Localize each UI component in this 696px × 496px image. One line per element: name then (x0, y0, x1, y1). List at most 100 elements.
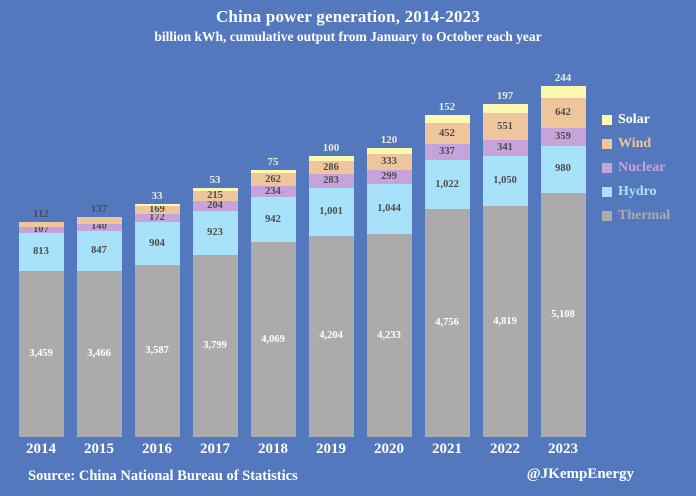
segment-value-label: 286 (323, 161, 339, 173)
segment-value-label: 4,756 (435, 316, 459, 328)
legend-item-solar: Solar (602, 113, 670, 127)
bar-segment-2019-nuclear: 283 (308, 174, 354, 188)
bar-segment-2015-wind (76, 217, 122, 224)
stacked-bar-2019: 4,204 1,001 283 286 100 (308, 142, 354, 437)
bar-segment-2022-wind: 551 (482, 113, 528, 140)
above-bar-value-label: 137 (90, 203, 108, 216)
stacked-bar-2022: 4,819 1,050 341 551 197 (482, 90, 528, 437)
bar-segment-2014-thermal: 3,459 (18, 271, 64, 437)
segment-value-label: 5,108 (551, 308, 575, 320)
bar-column-2021: 4,756 1,022 337 452 152 (418, 86, 476, 437)
legend-swatch-hydro (602, 187, 612, 197)
segment-value-label: 215 (207, 189, 223, 201)
segment-value-label: 942 (265, 213, 281, 225)
legend-label-wind: Wind (618, 136, 652, 151)
segment-value-label: 283 (323, 174, 339, 186)
chart-subtitle: billion kWh, cumulative output from Janu… (154, 29, 542, 44)
stacked-bar-2015: 3,466 847 140 137 (76, 204, 122, 437)
bar-column-2023: 5,108 980 359 642 244 (534, 73, 592, 437)
bar-segment-2021-nuclear: 337 (424, 144, 470, 161)
segment-value-label: 341 (497, 141, 513, 153)
source-note: Source: China National Bureau of Statist… (28, 468, 298, 484)
segment-value-label: 452 (439, 127, 455, 139)
segment-value-label: 4,233 (377, 329, 401, 341)
bar-segment-2021-wind: 452 (424, 122, 470, 145)
segment-value-label: 1,044 (377, 203, 401, 215)
bar-segment-2018-hydro: 942 (250, 197, 296, 243)
legend-label-solar: Solar (618, 112, 650, 127)
year-label-2020: 2020 (374, 441, 404, 457)
bar-segment-2022-hydro: 1,050 (482, 156, 528, 207)
bar-segment-2016-hydro: 904 (134, 222, 180, 266)
legend-swatch-nuclear (602, 163, 612, 173)
legend-swatch-thermal (602, 211, 612, 221)
above-bar-value-label: 112 (33, 208, 49, 221)
bar-segment-2019-wind: 286 (308, 160, 354, 175)
legend-label-hydro: Hydro (618, 184, 657, 199)
legend-label-nuclear: Nuclear (618, 160, 666, 175)
bar-column-2014: 3,459 813 107 112 (12, 86, 70, 437)
bar-segment-2023-hydro: 980 (540, 145, 586, 193)
above-bar-value-label: 75 (267, 155, 279, 168)
bar-segment-2018-solar (250, 169, 296, 174)
legend-swatch-solar (602, 115, 612, 125)
bar-segment-2017-thermal: 3,799 (192, 255, 238, 437)
chart-title: China power generation, 2014-2023 (215, 7, 481, 26)
year-label-2017: 2017 (200, 441, 230, 457)
bar-segment-2021-hydro: 1,022 (424, 160, 470, 210)
above-bar-value-label: 120 (380, 134, 398, 147)
legend-item-hydro: Hydro (602, 185, 670, 199)
segment-value-label: 234 (265, 185, 281, 197)
segment-value-label: 4,069 (261, 333, 285, 345)
segment-value-label: 169 (149, 203, 165, 215)
bar-segment-2023-nuclear: 359 (540, 128, 586, 146)
bar-column-2020: 4,233 1,044 299 333 120 (360, 86, 418, 437)
plot-area: 3,459 813 107 112 3,466 847 140 137 3,587 904 172 1… (12, 73, 592, 437)
segment-value-label: 847 (91, 244, 107, 256)
segment-value-label: 904 (149, 237, 165, 249)
segment-value-label: 172 (149, 211, 165, 223)
legend-swatch-wind (602, 139, 612, 149)
bar-column-2016: 3,587 904 172 169 33 (128, 86, 186, 437)
segment-value-label: 333 (381, 155, 397, 167)
bar-segment-2018-nuclear: 234 (250, 185, 296, 198)
bar-segment-2022-thermal: 4,819 (482, 206, 528, 437)
stacked-bar-2021: 4,756 1,022 337 452 152 (424, 102, 470, 437)
attribution-handle: @JKempEnergy (526, 466, 634, 482)
bar-segment-2017-solar (192, 188, 238, 191)
segment-value-label: 1,022 (435, 178, 459, 190)
segment-value-label: 3,459 (29, 347, 53, 359)
segment-value-label: 551 (497, 120, 513, 132)
segment-value-label: 3,799 (203, 339, 227, 351)
bar-segment-2015-thermal: 3,466 (76, 271, 122, 437)
segment-value-label: 337 (439, 146, 455, 158)
bar-segment-2021-thermal: 4,756 (424, 209, 470, 437)
bar-segment-2020-nuclear: 299 (366, 170, 412, 185)
segment-value-label: 4,819 (493, 315, 517, 327)
bar-segment-2019-solar (308, 155, 354, 161)
year-label-2016: 2016 (142, 441, 172, 457)
bar-column-2018: 4,069 942 234 262 75 (244, 86, 302, 437)
stacked-bar-2023: 5,108 980 359 642 244 (540, 73, 586, 437)
bar-segment-2017-hydro: 923 (192, 211, 238, 256)
above-bar-value-label: 197 (496, 89, 514, 102)
bar-segment-2017-nuclear: 204 (192, 200, 238, 211)
bar-column-2019: 4,204 1,001 283 286 100 (302, 86, 360, 437)
year-label-2023: 2023 (548, 441, 578, 457)
bar-segment-2014-hydro: 813 (18, 232, 64, 272)
bar-segment-2015-nuclear: 140 (76, 221, 122, 231)
bar-segment-2018-thermal: 4,069 (250, 242, 296, 437)
year-label-2019: 2019 (316, 441, 346, 457)
bar-segment-2016-thermal: 3,587 (134, 265, 180, 437)
above-bar-value-label: 33 (151, 190, 163, 203)
year-label-2021: 2021 (432, 441, 462, 457)
bar-segment-2020-hydro: 1,044 (366, 184, 412, 235)
stacked-bar-2017: 3,799 923 204 215 53 (192, 175, 238, 437)
segment-value-label: 3,466 (87, 347, 111, 359)
bar-column-2015: 3,466 847 140 137 (70, 86, 128, 437)
year-label-2014: 2014 (26, 441, 56, 457)
segment-value-label: 980 (555, 162, 571, 174)
legend-item-wind: Wind (602, 137, 670, 151)
legend-item-nuclear: Nuclear (602, 161, 670, 175)
